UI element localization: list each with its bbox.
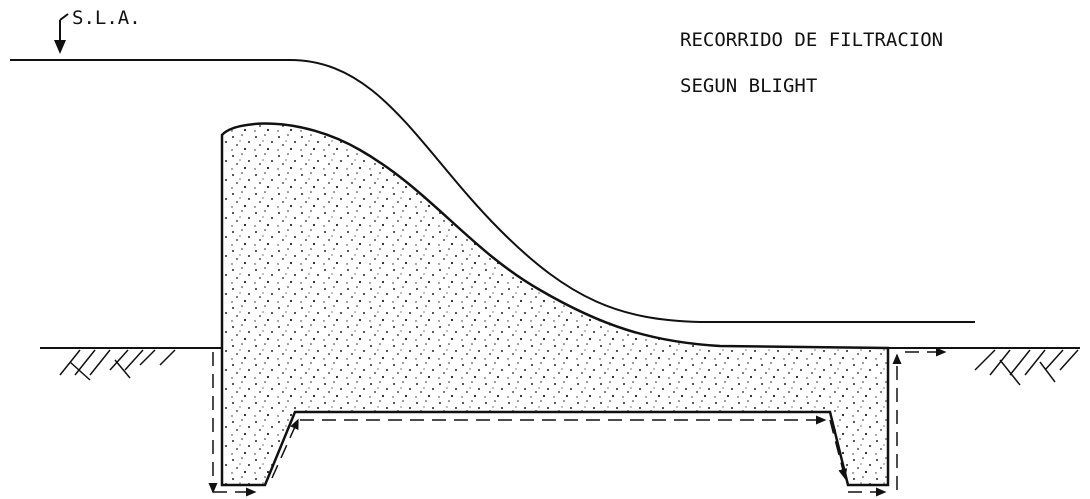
sla-marker: [60, 13, 68, 52]
seepage-path: [208, 347, 947, 497]
water-surface: [10, 59, 975, 323]
title-line: RECORRIDO DE FILTRACION: [680, 29, 943, 51]
weir: [220, 122, 890, 487]
title-line: SEGUN BLIGHT: [680, 75, 817, 97]
ground-hatch: [59, 349, 1079, 386]
sla-label: S.L.A.: [72, 7, 141, 29]
